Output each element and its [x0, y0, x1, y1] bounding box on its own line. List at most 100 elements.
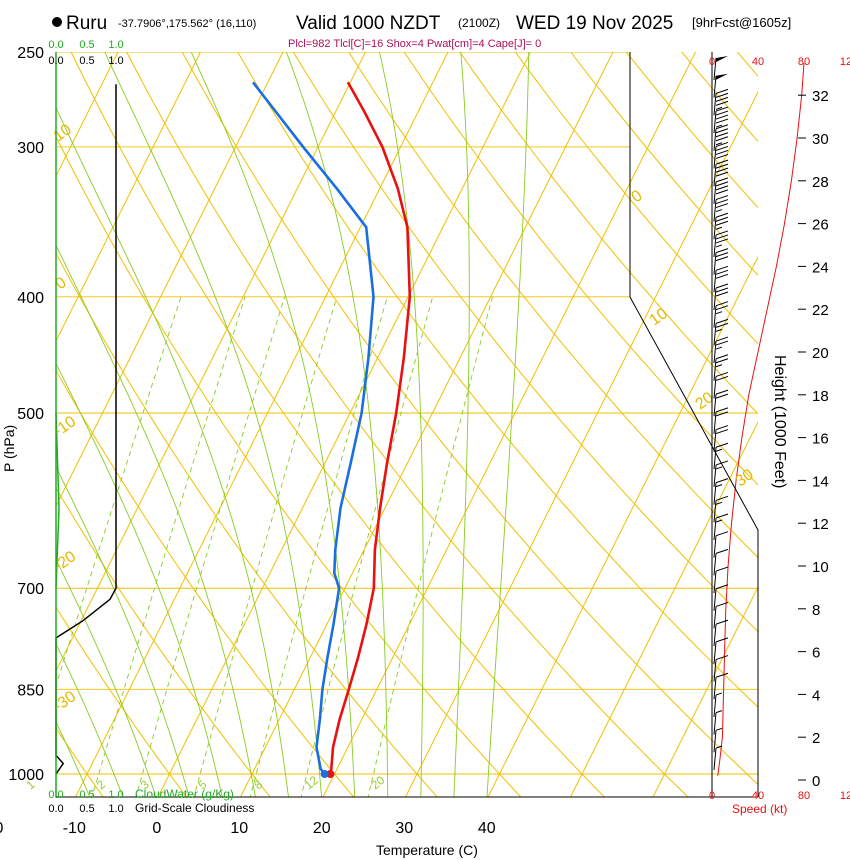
wind-barb-feather — [715, 163, 729, 169]
height-tick-label: 32 — [812, 88, 829, 105]
isotherm-line — [652, 585, 758, 797]
valid-date: WED 19 Nov 2025 — [516, 13, 673, 34]
mixing-ratio-line — [300, 296, 434, 797]
speed-tick-label: 12 — [840, 56, 850, 68]
wind-barb — [713, 248, 729, 275]
sounding-params: Plcl=982 Tlcl[C]=16 Shox=4 Pwat[cm]=4 Ca… — [288, 38, 541, 50]
cloudwater-tick-label: 1.0 — [108, 789, 123, 801]
wind-barb-feather — [715, 389, 729, 395]
wind-barb-staff — [713, 252, 717, 275]
moist-adiabat-line — [56, 642, 124, 797]
wind-barb-feather — [715, 548, 729, 554]
height-tick-label: 4 — [812, 687, 820, 704]
wind-barb-half-feather — [715, 328, 723, 332]
height-tick-label: 24 — [812, 259, 829, 276]
wind-barb-half-feather — [715, 142, 723, 146]
wind-barb-feather — [715, 114, 729, 120]
isotherm-line — [74, 52, 449, 797]
wind-barb-feather — [715, 145, 729, 151]
pressure-tick-label: 400 — [17, 290, 44, 307]
wind-barb-feather — [715, 256, 729, 262]
wind-barb — [713, 106, 729, 134]
pressure-tick-label: 250 — [17, 45, 44, 62]
wind-barb-staff — [713, 606, 717, 629]
moist-adiabat-line — [453, 52, 470, 797]
wind-barb-half-feather — [715, 745, 723, 749]
moist-adiabat-line — [56, 465, 190, 797]
temperature-tick-label: 40 — [478, 820, 496, 837]
wind-barb — [713, 727, 723, 753]
isotherm-label: 0 — [53, 274, 70, 293]
wind-barb — [713, 584, 729, 611]
wind-barb-feather — [715, 531, 729, 537]
site-coords: -37.7906°,175.562° (16,110) — [118, 18, 256, 30]
wind-barb-feather — [715, 167, 729, 173]
moist-adiabat-line — [56, 720, 91, 797]
height-tick-label: 12 — [812, 516, 829, 533]
wind-barb-staff — [713, 394, 717, 417]
moist-adiabat-line — [56, 362, 223, 797]
pressure-tick-label: 500 — [17, 406, 44, 423]
wind-barb-staff — [713, 730, 717, 753]
wind-barb-half-feather — [715, 501, 723, 505]
wind-barb — [713, 56, 728, 81]
wind-barb-feather — [715, 252, 729, 258]
valid-time: Valid 1000 NZDT — [296, 13, 441, 34]
wind-barb-staff — [713, 93, 717, 116]
wind-barb-half-feather — [715, 448, 723, 452]
wind-barb-feather — [715, 393, 729, 399]
speed-tick-label: 40 — [752, 790, 764, 802]
cloudiness-tick-label: 0.0 — [48, 803, 63, 815]
wind-barb-feather — [715, 153, 729, 159]
wind-barb-feather — [715, 248, 729, 254]
wind-barb — [713, 124, 729, 151]
isotherm-line — [487, 255, 758, 797]
wind-barb — [713, 73, 728, 98]
wind-barb-staff — [713, 164, 717, 187]
temperature-tick-label: 0 — [152, 820, 161, 837]
wind-barb-staff — [713, 128, 717, 151]
wind-barb-feather — [715, 287, 729, 293]
wind-barb-staff — [713, 111, 717, 134]
wind-barb — [713, 230, 729, 257]
wind-barb-feather — [715, 220, 729, 226]
mixing-ratio-label: 2 — [94, 777, 108, 792]
mixing-ratio-label: 20 — [368, 773, 387, 793]
wind-barb-feather — [715, 203, 729, 209]
dry-adiabat-line — [348, 52, 758, 559]
wind-barb — [713, 710, 723, 735]
dry-adiabat-line — [181, 52, 758, 786]
surface-temperature-marker — [326, 770, 335, 778]
dry-adiabat-line — [56, 606, 188, 797]
wind-barb — [713, 548, 729, 576]
wind-barb — [713, 495, 729, 523]
wind-speed-line — [717, 63, 805, 776]
cloudwater-tick-label: 1.0 — [108, 39, 123, 51]
wind-barb-staff — [713, 146, 717, 169]
wind-barb-staff — [713, 624, 717, 647]
wind-barb — [713, 566, 729, 594]
mixing-ratio-line — [249, 296, 388, 797]
moist-adiabat-line — [379, 52, 424, 797]
wind-barb — [713, 637, 729, 664]
wind-barb-staff — [713, 641, 717, 664]
wind-barb-pennant — [716, 56, 728, 62]
site-bullet-icon — [52, 17, 62, 27]
cloudiness-line — [55, 84, 117, 775]
wind-barb-feather — [715, 216, 729, 222]
dry-adiabat-line — [237, 52, 758, 708]
wind-barb-feather — [715, 478, 729, 484]
pressure-tick-label: 850 — [17, 682, 44, 699]
wind-barb-feather — [715, 118, 729, 124]
wind-barb — [713, 265, 729, 293]
temperature-tick-label: 30 — [395, 820, 413, 837]
isotherm-label: 10 — [51, 121, 75, 145]
wind-barb — [713, 141, 729, 169]
cloudiness-tick-label: 0.0 — [48, 55, 63, 67]
header: Ruru -37.7906°,175.562° (16,110) Valid 1… — [52, 13, 791, 50]
height-tick-label: 28 — [812, 174, 829, 191]
wind-barb-staff — [713, 712, 717, 735]
wind-barb — [713, 601, 729, 629]
wind-barb-feather — [715, 425, 729, 431]
isotherm-line — [404, 90, 758, 797]
